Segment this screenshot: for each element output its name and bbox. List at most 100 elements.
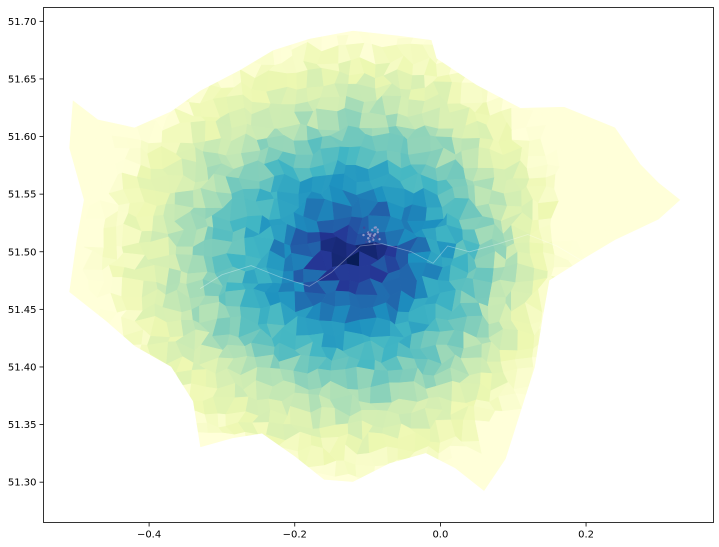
map-region bbox=[84, 470, 106, 486]
x-axis-ticks: −0.4 −0.2 0.0 0.2 bbox=[137, 522, 594, 541]
map-region bbox=[671, 318, 681, 339]
map-region bbox=[240, 46, 262, 66]
map-region bbox=[217, 413, 227, 428]
map-region bbox=[146, 460, 171, 480]
map-region bbox=[682, 341, 697, 364]
map-region bbox=[406, 471, 431, 492]
map-region-detail bbox=[368, 240, 371, 243]
map-region bbox=[696, 17, 715, 35]
map-region bbox=[686, 204, 703, 221]
map-region bbox=[75, 470, 86, 486]
map-region bbox=[69, 316, 90, 334]
map-region bbox=[69, 426, 92, 443]
map-region bbox=[551, 356, 574, 373]
map-region bbox=[85, 218, 106, 230]
map-region bbox=[641, 367, 661, 383]
map-region bbox=[481, 30, 496, 35]
map-region bbox=[685, 332, 703, 347]
map-region bbox=[500, 486, 518, 492]
map-region bbox=[426, 501, 435, 520]
map-region bbox=[291, 478, 307, 492]
map-region bbox=[112, 45, 129, 61]
map-region bbox=[642, 476, 665, 492]
map-region bbox=[615, 343, 632, 359]
map-region bbox=[69, 46, 81, 63]
map-region bbox=[579, 373, 599, 386]
map-region bbox=[538, 500, 559, 517]
map-region bbox=[605, 331, 621, 348]
map-region bbox=[71, 61, 87, 76]
map-region bbox=[228, 511, 245, 526]
map-region bbox=[647, 486, 666, 492]
map-region bbox=[654, 55, 671, 74]
map-region bbox=[498, 437, 521, 449]
map-region bbox=[222, 460, 230, 482]
map-region bbox=[103, 226, 118, 249]
map-region bbox=[630, 282, 648, 300]
map-region bbox=[526, 177, 547, 187]
map-region bbox=[695, 472, 712, 493]
map-region bbox=[538, 367, 560, 391]
map-region bbox=[501, 73, 522, 86]
map-region bbox=[69, 317, 71, 335]
map-region bbox=[669, 487, 681, 492]
map-region bbox=[384, 473, 399, 490]
map-region bbox=[397, 475, 412, 492]
map-region bbox=[162, 61, 181, 73]
map-region bbox=[82, 44, 107, 63]
map-region bbox=[240, 457, 260, 480]
map-region bbox=[554, 331, 569, 350]
map-region bbox=[408, 458, 431, 476]
map-region bbox=[273, 470, 281, 492]
map-region bbox=[690, 138, 702, 153]
map-region bbox=[564, 439, 578, 451]
x-tick-label: 0.0 bbox=[432, 530, 448, 541]
map-region bbox=[688, 398, 702, 415]
map-region-detail bbox=[363, 226, 366, 229]
map-region bbox=[277, 462, 301, 480]
map-region bbox=[498, 422, 521, 440]
map-region bbox=[566, 279, 587, 292]
map-region bbox=[567, 489, 579, 492]
map-region bbox=[592, 60, 605, 74]
map-region bbox=[602, 63, 621, 74]
map-region bbox=[602, 433, 626, 456]
map-region bbox=[630, 415, 651, 428]
map-region-detail bbox=[376, 234, 380, 237]
map-region-detail bbox=[373, 226, 376, 229]
map-region bbox=[699, 277, 712, 297]
map-region bbox=[315, 108, 341, 132]
map-region bbox=[566, 55, 587, 74]
map-region bbox=[515, 436, 532, 451]
map-region bbox=[176, 43, 189, 67]
map-region bbox=[702, 315, 717, 337]
map-region bbox=[543, 80, 555, 104]
map-region bbox=[631, 355, 643, 375]
map-region bbox=[591, 432, 604, 454]
map-region bbox=[69, 30, 81, 41]
map-region bbox=[348, 30, 359, 36]
map-region bbox=[671, 208, 681, 221]
map-region bbox=[109, 396, 124, 417]
map-region bbox=[86, 340, 102, 364]
map-region-detail bbox=[368, 231, 371, 234]
map-region bbox=[105, 445, 116, 465]
map-region bbox=[571, 372, 585, 388]
map-region bbox=[500, 445, 518, 465]
map-region bbox=[684, 193, 703, 208]
map-region bbox=[426, 489, 438, 492]
map-region bbox=[689, 31, 703, 53]
map-region bbox=[670, 277, 681, 296]
map-region bbox=[602, 291, 627, 313]
map-region bbox=[605, 318, 624, 338]
map-region bbox=[578, 30, 601, 36]
map-region bbox=[667, 410, 681, 431]
map-region bbox=[544, 67, 560, 88]
map-region bbox=[242, 490, 257, 492]
map-region bbox=[698, 192, 708, 204]
map-region bbox=[121, 277, 144, 298]
map-region bbox=[256, 498, 275, 517]
map-region bbox=[632, 367, 649, 383]
map-region bbox=[657, 355, 678, 378]
map-region bbox=[187, 45, 206, 57]
